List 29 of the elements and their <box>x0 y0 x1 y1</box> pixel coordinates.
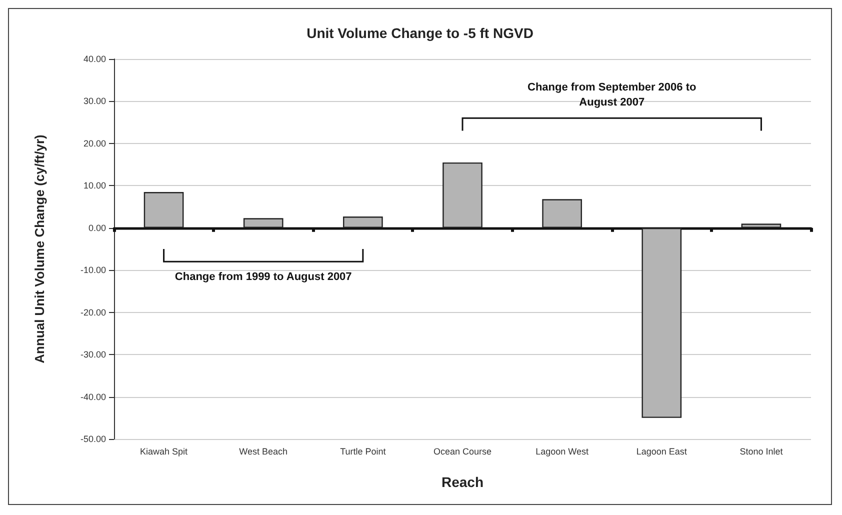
x-tick-label: Kiawah Spit <box>140 446 188 456</box>
y-tick-label: 0.00 <box>88 222 106 233</box>
y-axis-title: Annual Unit Volume Change (cy/ft/yr) <box>32 134 47 364</box>
bar <box>741 224 782 228</box>
y-tick-label: -10.00 <box>80 265 106 276</box>
y-tick-label: -50.00 <box>80 434 106 444</box>
y-tick-label: -40.00 <box>80 392 106 402</box>
bar <box>243 218 284 228</box>
x-tick-label: Ocean Course <box>433 446 492 456</box>
y-tick-label: 10.00 <box>83 180 106 191</box>
y-tick-label: -30.00 <box>80 350 106 360</box>
annotation: Change from 1999 to August 2007 <box>174 271 352 284</box>
y-tick-label: -20.00 <box>80 307 106 318</box>
bar <box>343 216 383 228</box>
x-tick-label: Stono Inlet <box>740 446 784 456</box>
x-tick-label: Lagoon West <box>536 446 590 456</box>
bar <box>144 192 184 228</box>
x-axis-title: Reach <box>441 474 484 490</box>
x-tick-label: Turtle Point <box>340 446 386 456</box>
y-tick-label: 20.00 <box>83 138 106 148</box>
y-tick-label: 30.00 <box>83 96 106 106</box>
bar <box>542 199 582 228</box>
bar <box>642 228 682 418</box>
annotation: Change from September 2006 to August 2007 <box>528 82 696 109</box>
x-tick-label: Lagoon East <box>636 446 688 456</box>
x-tick-label: West Beach <box>239 446 288 456</box>
bar <box>442 162 482 228</box>
y-tick-label: 40.00 <box>83 54 106 64</box>
chart-title: Unit Volume Change to -5 ft NGVD <box>306 25 534 41</box>
